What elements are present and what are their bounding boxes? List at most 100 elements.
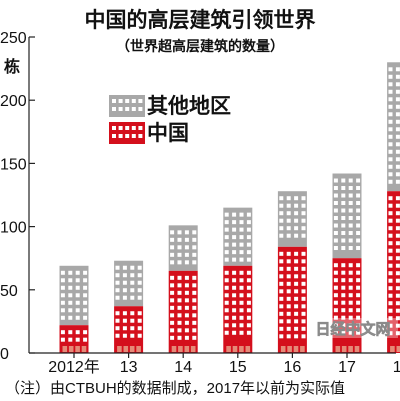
bar-window	[177, 328, 182, 333]
bar-window	[395, 256, 400, 261]
bar-window	[115, 318, 120, 323]
bar-window	[177, 335, 182, 340]
bar-window	[333, 246, 338, 251]
bar-window	[348, 278, 353, 283]
bar-window	[388, 196, 393, 201]
bar-window	[122, 311, 127, 316]
bar-window	[192, 305, 197, 310]
bar-window	[356, 263, 361, 268]
bar-window	[115, 326, 120, 331]
bar-window	[356, 186, 361, 191]
bar-window	[395, 308, 400, 313]
bar-window	[333, 216, 338, 221]
bar-window	[286, 196, 291, 201]
bar-group	[168, 225, 198, 353]
bar-door	[178, 346, 183, 352]
bar-window	[333, 323, 338, 328]
bar-window	[184, 320, 189, 325]
bar-window	[246, 308, 251, 313]
bar-window	[239, 330, 244, 335]
legend-label-china: 中国	[147, 122, 189, 145]
y-tick-label: 200	[0, 93, 27, 110]
y-tick-label: 250	[0, 30, 27, 47]
bar-window	[232, 293, 237, 298]
bar-window	[192, 313, 197, 318]
x-axis-ticks: 2012年 13 14 15 16 17 18	[48, 353, 400, 376]
legend-swatch-window	[138, 107, 143, 111]
bar-window	[388, 301, 393, 306]
bar-window	[137, 326, 142, 331]
bar-window	[224, 270, 229, 275]
bar-window	[301, 266, 306, 271]
bar-window	[388, 89, 393, 94]
bar-window	[388, 248, 393, 253]
bar-window	[395, 331, 400, 336]
bar-window	[388, 316, 393, 321]
bar-window	[177, 313, 182, 318]
bar-window	[239, 220, 244, 225]
bar-window	[333, 330, 338, 335]
bar-window	[68, 270, 73, 275]
bar-window	[232, 242, 237, 247]
bar-window	[246, 300, 251, 305]
bar-window	[184, 275, 189, 280]
bar-window	[75, 330, 80, 335]
bar-window	[341, 208, 346, 213]
bar-window	[279, 196, 284, 201]
bar-window	[239, 257, 244, 262]
bar-window	[301, 274, 306, 279]
bar-window	[395, 271, 400, 276]
bar-window	[279, 319, 284, 324]
bar-window	[60, 293, 65, 298]
bar-window	[333, 278, 338, 283]
bar-window	[333, 263, 338, 268]
legend-swatch-window	[112, 126, 116, 130]
legend-swatch-fill	[109, 95, 145, 117]
bar-door	[190, 346, 196, 352]
bar-window	[395, 134, 400, 139]
bar-window	[388, 331, 393, 336]
bar-window	[341, 300, 346, 305]
bar-window	[286, 233, 291, 238]
bar-window	[246, 278, 251, 283]
bar-window	[333, 208, 338, 213]
bar-window	[246, 315, 251, 320]
bar-window	[341, 330, 346, 335]
bar-window	[348, 293, 353, 298]
bar-window	[388, 104, 393, 109]
bar-window	[356, 216, 361, 221]
bar-window	[348, 208, 353, 213]
bar-window	[184, 298, 189, 303]
bar-window	[333, 270, 338, 275]
bar-window	[388, 172, 393, 177]
bar-window	[184, 335, 189, 340]
bar-window	[239, 300, 244, 305]
bar-window	[388, 226, 393, 231]
bar-window	[83, 300, 88, 305]
bar-window	[286, 226, 291, 231]
bar-window	[68, 330, 73, 335]
bar-window	[115, 295, 120, 300]
bar-window	[395, 196, 400, 201]
bar-window	[239, 293, 244, 298]
bar-door	[226, 346, 231, 352]
bar-window	[348, 246, 353, 251]
bar-china	[168, 270, 198, 353]
bar-window	[224, 315, 229, 320]
legend-swatch-window	[112, 99, 116, 103]
bar-window	[294, 233, 299, 238]
bar-window	[130, 273, 135, 278]
bar-window	[83, 330, 88, 335]
bar-window	[294, 304, 299, 309]
bar-window	[388, 82, 393, 87]
bar-window	[137, 265, 142, 270]
bar-window	[68, 308, 73, 313]
bar-window	[356, 293, 361, 298]
bar-window	[232, 323, 237, 328]
bar-window	[170, 320, 175, 325]
bar-window	[130, 311, 135, 316]
bar-window	[68, 315, 73, 320]
bar-window	[388, 112, 393, 117]
legend-swatch-window	[112, 107, 116, 111]
